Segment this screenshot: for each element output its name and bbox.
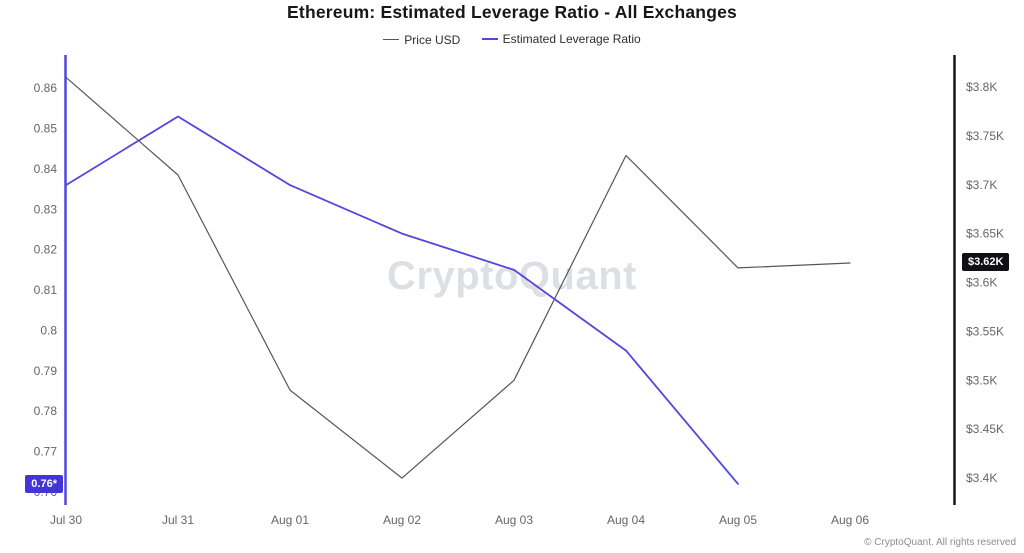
legend-label-price-usd: Price USD <box>404 32 461 47</box>
x-axis-tick-label: Aug 06 <box>831 513 869 527</box>
x-axis-tick-label: Aug 04 <box>607 513 645 527</box>
x-axis-tick-label: Aug 02 <box>383 513 421 527</box>
legend: Price USD Estimated Leverage Ratio <box>0 29 1024 47</box>
left-axis-tick-label: 0.78 <box>34 404 58 418</box>
price-current-value-badge: $3.62K <box>962 253 1010 271</box>
left-axis-tick-label: 0.77 <box>34 445 58 459</box>
series-line-estimated-leverage-ratio[interactable] <box>65 115 739 485</box>
right-axis-tick-label: $3.55K <box>966 324 1004 338</box>
legend-item-price-usd[interactable]: Price USD <box>383 33 460 47</box>
x-axis-tick-label: Jul 30 <box>50 513 82 527</box>
right-axis-tick-label: $3.7K <box>966 178 997 192</box>
legend-item-leverage-ratio[interactable]: Estimated Leverage Ratio <box>481 32 641 46</box>
left-axis-tick-label: 0.8 <box>40 323 57 337</box>
x-axis-tick-label: Aug 03 <box>495 513 533 527</box>
right-axis-tick-label: $3.6K <box>966 276 997 290</box>
legend-label-leverage-ratio: Estimated Leverage Ratio <box>502 32 641 46</box>
left-axis-tick-label: 0.84 <box>34 162 58 176</box>
leverage-line-swatch-icon <box>481 38 498 40</box>
right-axis-tick-label: $3.5K <box>966 373 997 387</box>
right-axis-tick-label: $3.8K <box>966 80 997 94</box>
left-axis-tick-label: 0.85 <box>34 122 58 136</box>
x-axis-tick-label: Aug 05 <box>719 513 757 527</box>
leverage-current-value-badge: 0.76* <box>25 474 63 493</box>
price-line-swatch-icon <box>383 39 400 40</box>
series-line-price-usd[interactable] <box>65 76 851 479</box>
right-axis-tick-label: $3.65K <box>966 227 1004 241</box>
left-axis-tick-label: 0.81 <box>34 283 58 297</box>
right-axis-tick-label: $3.75K <box>966 129 1004 143</box>
left-axis-tick-label: 0.79 <box>34 364 58 378</box>
chart-title: Ethereum: Estimated Leverage Ratio - All… <box>287 2 737 22</box>
right-axis-tick-label: $3.4K <box>966 471 997 485</box>
left-axis-tick-label: 0.82 <box>34 243 58 257</box>
copyright-note: © CryptoQuant. All rights reserved <box>864 537 1016 548</box>
x-axis-tick-label: Aug 01 <box>271 513 309 527</box>
x-axis-tick-label: Jul 31 <box>162 513 194 527</box>
left-axis-tick-label: 0.86 <box>34 81 58 95</box>
left-axis-tick-label: 0.83 <box>34 202 58 216</box>
right-axis-tick-label: $3.45K <box>966 422 1004 436</box>
